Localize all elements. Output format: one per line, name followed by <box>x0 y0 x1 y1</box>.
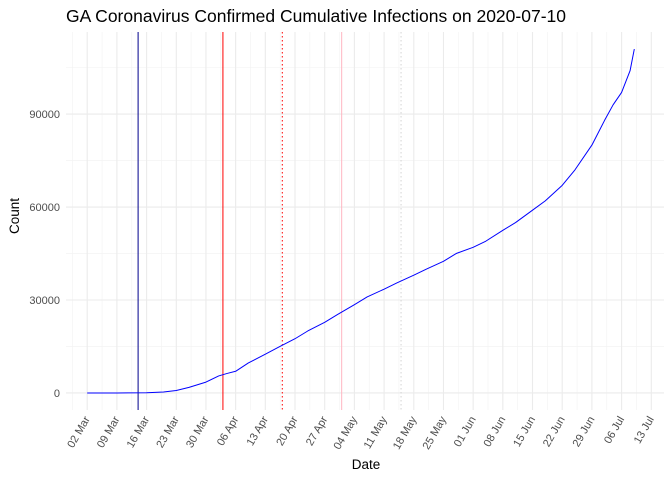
x-tick-label: 02 Mar <box>65 414 93 450</box>
reference-lines <box>137 32 402 410</box>
series-layer <box>87 48 635 394</box>
x-tick-label: 13 Apr <box>245 414 271 448</box>
x-tick-label: 20 Apr <box>274 414 300 448</box>
grid-minor-lines <box>66 32 664 410</box>
grid-major-lines <box>66 32 664 410</box>
y-tick-label: 0 <box>54 388 60 400</box>
x-axis-ticks: 02 Mar 09 Mar 16 Mar 23 Mar 30 Mar 06 Apr 13 A… <box>65 414 657 452</box>
y-tick-label: 30000 <box>29 295 60 307</box>
y-tick-label: 90000 <box>29 109 60 121</box>
x-tick-label: 29 Jun <box>571 415 598 450</box>
x-tick-label: 23 Mar <box>154 414 182 450</box>
x-tick-label: 08 Jun <box>482 415 509 450</box>
y-tick-label: 60000 <box>29 202 60 214</box>
x-tick-label: 22 Jun <box>541 415 568 450</box>
x-tick-label: 06 Apr <box>215 414 241 448</box>
x-axis-title: Date <box>352 457 381 472</box>
y-axis-title: Count <box>7 198 22 234</box>
x-tick-label: 06 Jul <box>602 415 627 446</box>
series-line <box>87 48 635 394</box>
chart-title: GA Coronavirus Confirmed Cumulative Infe… <box>66 6 566 26</box>
x-tick-label: 16 Mar <box>125 414 153 450</box>
x-tick-label: 30 Mar <box>184 414 212 450</box>
x-tick-label: 01 Jun <box>452 415 479 450</box>
x-tick-label: 11 May <box>362 414 390 451</box>
x-tick-label: 25 May <box>421 414 450 452</box>
x-tick-label: 27 Apr <box>304 414 330 448</box>
y-axis-ticks: 0 30000 60000 90000 <box>29 109 60 400</box>
x-tick-label: 13 Jul <box>632 415 657 446</box>
x-tick-label: 15 Jun <box>511 415 538 450</box>
x-tick-label: 09 Mar <box>95 414 123 450</box>
x-tick-label: 04 May <box>332 414 361 452</box>
x-tick-label: 18 May <box>391 414 420 452</box>
